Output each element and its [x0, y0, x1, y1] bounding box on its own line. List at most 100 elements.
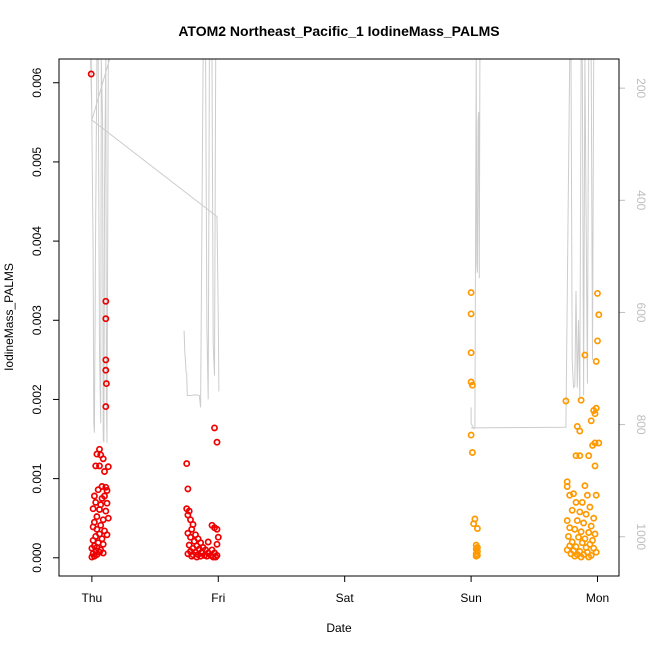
data-point [575, 533, 582, 541]
data-point [101, 468, 108, 475]
chart-title: ATOM2 Northeast_Pacific_1 IodineMass_PAL… [178, 23, 499, 39]
y2-tick-label: 400 [634, 190, 648, 210]
data-point [103, 499, 111, 507]
x-tick-label: Mon [586, 591, 609, 605]
data-point [572, 498, 580, 506]
data-point [594, 289, 601, 297]
data-point [102, 507, 110, 515]
y-axis-label: IodineMass_PALMS [2, 263, 16, 371]
data-point [581, 351, 589, 359]
data-point [104, 463, 112, 471]
data-point [214, 533, 222, 541]
data-point [591, 530, 599, 538]
data-point [594, 337, 601, 345]
data-point [470, 520, 478, 528]
data-point [102, 315, 110, 323]
data-point [102, 380, 110, 388]
data-point [473, 525, 481, 532]
data-point [213, 438, 221, 446]
x-tick-label: Fri [211, 591, 225, 605]
data-point [102, 483, 110, 491]
data-point [580, 519, 588, 527]
data-point [185, 507, 193, 515]
data-point [93, 450, 101, 458]
data-point [197, 552, 205, 560]
data-point [573, 517, 581, 525]
data-point [563, 483, 571, 490]
data-point [587, 522, 595, 530]
data-point [581, 482, 589, 490]
data-point [183, 460, 191, 468]
data-point [582, 510, 590, 518]
data-point [467, 378, 475, 386]
data-point [468, 381, 476, 389]
points-layer [87, 70, 603, 561]
data-point [590, 514, 598, 522]
data-point [92, 462, 100, 470]
data-point [576, 508, 584, 516]
y-tick-label: 0.001 [30, 463, 44, 493]
data-point [585, 529, 593, 536]
data-point [102, 366, 110, 374]
data-point [187, 533, 194, 541]
data-point [88, 553, 96, 561]
data-point [102, 403, 110, 411]
data-point [99, 516, 107, 524]
data-point [98, 494, 106, 502]
data-point [468, 449, 476, 456]
data-point [587, 417, 595, 425]
data-point [102, 297, 110, 305]
data-point [583, 491, 591, 499]
data-point [96, 506, 103, 513]
data-point [592, 548, 600, 556]
y-tick-label: 0.003 [30, 305, 44, 335]
data-point [566, 491, 574, 499]
data-point [585, 452, 593, 460]
data-point [577, 396, 585, 404]
data-point [94, 486, 102, 494]
y2-tick-label: 1000 [634, 523, 648, 550]
data-point [571, 552, 579, 560]
data-point [592, 491, 600, 499]
data-point [578, 498, 586, 506]
data-point [592, 357, 600, 365]
data-point [467, 310, 475, 318]
data-point [568, 506, 576, 514]
data-point [578, 539, 586, 547]
data-point [467, 289, 475, 297]
data-point [576, 427, 584, 435]
x-tick-label: Thu [82, 591, 103, 605]
data-point [572, 452, 580, 460]
data-point [97, 521, 105, 529]
data-point [87, 70, 95, 78]
y2-tick-label: 600 [634, 302, 648, 322]
data-point [563, 546, 571, 554]
data-point [467, 431, 475, 439]
data-point [103, 487, 111, 494]
data-point [99, 455, 107, 463]
data-point [577, 553, 585, 561]
data-point [209, 553, 217, 561]
data-point [563, 517, 571, 525]
data-point [577, 528, 585, 536]
y2-tick-label: 200 [634, 78, 648, 98]
secondary-series-line [470, 58, 481, 430]
data-point [89, 505, 97, 513]
plot-frame [58, 58, 620, 577]
data-point [99, 540, 107, 548]
data-point [90, 492, 98, 500]
data-point [467, 349, 475, 357]
data-point [96, 462, 103, 470]
data-point [564, 532, 572, 540]
data-point [585, 553, 593, 561]
y-tick-label: 0.004 [30, 226, 44, 256]
data-point [99, 549, 107, 557]
data-point [188, 525, 196, 533]
x-tick-label: Sun [460, 591, 481, 605]
data-point [102, 356, 110, 364]
data-point [589, 441, 596, 449]
x-axis-label: Date [326, 621, 352, 635]
data-point [184, 485, 192, 493]
y-tick-label: 0.005 [30, 147, 44, 177]
